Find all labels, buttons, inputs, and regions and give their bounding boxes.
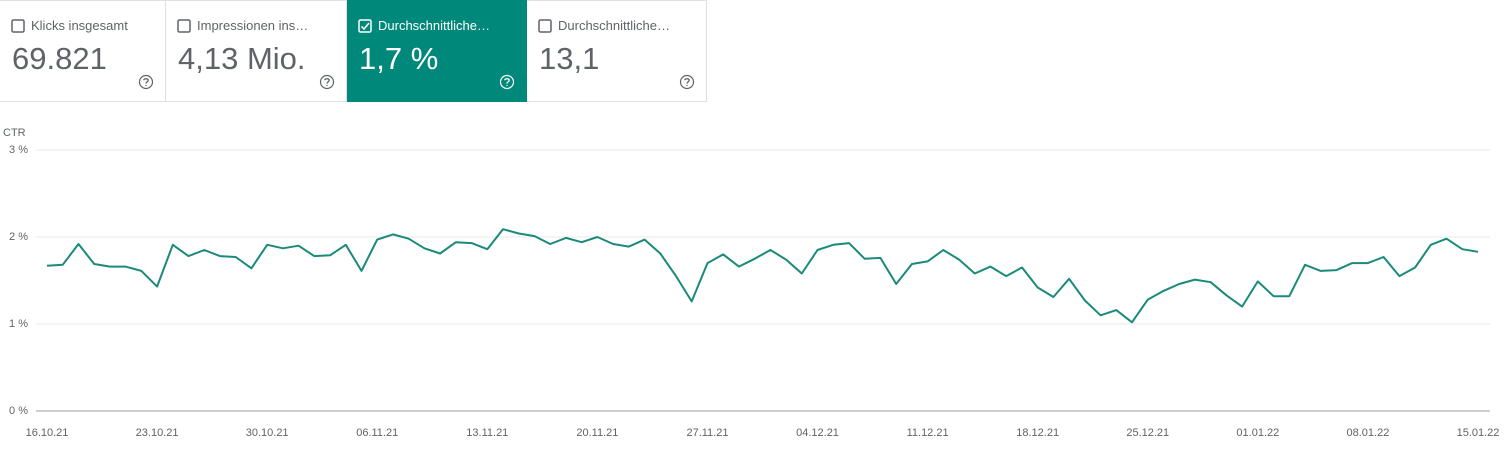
checkbox (177, 19, 191, 33)
card-value: 69.821 (12, 41, 107, 76)
x-tick-label: 20.11.21 (576, 427, 618, 439)
checkbox-box (538, 19, 552, 33)
x-tick-label: 01.01.22 (1236, 427, 1279, 439)
metric-card[interactable]: Durchschnittliche… 13,1 (527, 0, 707, 102)
chart: CTR 0 % 1 % 2 % 3 % 16.10.21 23.10.21 30.10.21 0… (3, 127, 1500, 439)
x-tick-label: 11.12.21 (907, 427, 949, 439)
help-mark (504, 78, 510, 86)
card-value: 4,13 Mio. (178, 41, 306, 76)
x-tick-label: 04.12.21 (796, 427, 839, 439)
help-circle (138, 74, 154, 90)
y-tick-label: 3 % (9, 144, 28, 156)
help-circle (499, 74, 515, 90)
card-label: Klicks insgesamt (31, 18, 128, 33)
x-tick-label: 25.12.21 (1126, 427, 1169, 439)
help-icon (138, 74, 154, 90)
help-circle (319, 74, 335, 90)
y-tick-label: 0 % (9, 405, 28, 417)
checkbox (11, 19, 25, 33)
help-mark (143, 78, 149, 86)
x-tick-label: 27.11.21 (686, 427, 728, 439)
x-tick-label: 15.01.22 (1457, 427, 1500, 439)
x-tick-label: 13.11.21 (466, 427, 508, 439)
y-tick-label: 2 % (9, 231, 28, 243)
checkmark (360, 22, 370, 31)
card-label: Impressionen ins… (197, 18, 309, 33)
help-icon (319, 74, 335, 90)
y-tick-label: 1 % (9, 318, 28, 330)
help-mark (324, 78, 330, 86)
card-value: 13,1 (539, 41, 600, 76)
checkbox (538, 19, 552, 33)
metric-card[interactable]: Impressionen ins… 4,13 Mio. (166, 0, 347, 102)
x-tick-label: 18.12.21 (1016, 427, 1059, 439)
help-icon (679, 74, 695, 90)
metric-card[interactable]: Durchschnittliche… 1,7 % (347, 0, 527, 102)
x-tick-label: 08.01.22 (1347, 427, 1390, 439)
checkbox (358, 19, 372, 33)
metric-card[interactable]: Klicks insgesamt 69.821 (0, 0, 166, 102)
checkbox-box (11, 19, 25, 33)
data-line (46, 228, 1479, 324)
help-icon (499, 74, 515, 90)
card-label: Durchschnittliche… (558, 18, 670, 33)
y-axis-title: CTR (3, 127, 26, 139)
checkbox-box (358, 19, 372, 33)
x-tick-label: 16.10.21 (26, 427, 69, 439)
help-mark (684, 78, 690, 86)
x-tick-label: 23.10.21 (136, 427, 179, 439)
card-value: 1,7 % (359, 41, 439, 76)
card-label: Durchschnittliche… (378, 18, 490, 33)
x-tick-label: 30.10.21 (246, 427, 289, 439)
checkbox-box (177, 19, 191, 33)
x-tick-label: 06.11.21 (356, 427, 398, 439)
help-circle (679, 74, 695, 90)
